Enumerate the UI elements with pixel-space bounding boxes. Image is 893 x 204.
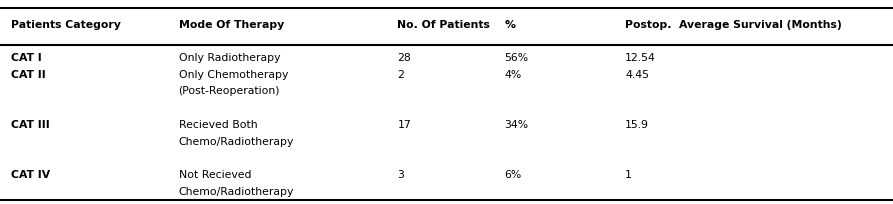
Text: 2: 2	[397, 70, 405, 80]
Text: 4.45: 4.45	[625, 70, 649, 80]
Text: 3: 3	[397, 170, 405, 180]
Text: 4%: 4%	[505, 70, 522, 80]
Text: CAT III: CAT III	[11, 120, 49, 130]
Text: Recieved Both: Recieved Both	[179, 120, 257, 130]
Text: Only Radiotherapy: Only Radiotherapy	[179, 53, 280, 63]
Text: 12.54: 12.54	[625, 53, 656, 63]
Text: Only Chemotherapy: Only Chemotherapy	[179, 70, 288, 80]
Text: Mode Of Therapy: Mode Of Therapy	[179, 20, 284, 30]
Text: Chemo/Radiotherapy: Chemo/Radiotherapy	[179, 187, 294, 197]
Text: 28: 28	[397, 53, 411, 63]
Text: 6%: 6%	[505, 170, 522, 180]
Text: %: %	[505, 20, 515, 30]
Text: Postop.  Average Survival (Months): Postop. Average Survival (Months)	[625, 20, 842, 30]
Text: Chemo/Radiotherapy: Chemo/Radiotherapy	[179, 137, 294, 147]
Text: CAT IV: CAT IV	[11, 170, 50, 180]
Text: Not Recieved: Not Recieved	[179, 170, 251, 180]
Text: CAT II: CAT II	[11, 70, 46, 80]
Text: 34%: 34%	[505, 120, 529, 130]
Text: 56%: 56%	[505, 53, 529, 63]
Text: No. Of Patients: No. Of Patients	[397, 20, 490, 30]
Text: 1: 1	[625, 170, 632, 180]
Text: 15.9: 15.9	[625, 120, 649, 130]
Text: Patients Category: Patients Category	[11, 20, 121, 30]
Text: (Post-Reoperation): (Post-Reoperation)	[179, 86, 280, 96]
Text: CAT I: CAT I	[11, 53, 41, 63]
Text: 17: 17	[397, 120, 411, 130]
